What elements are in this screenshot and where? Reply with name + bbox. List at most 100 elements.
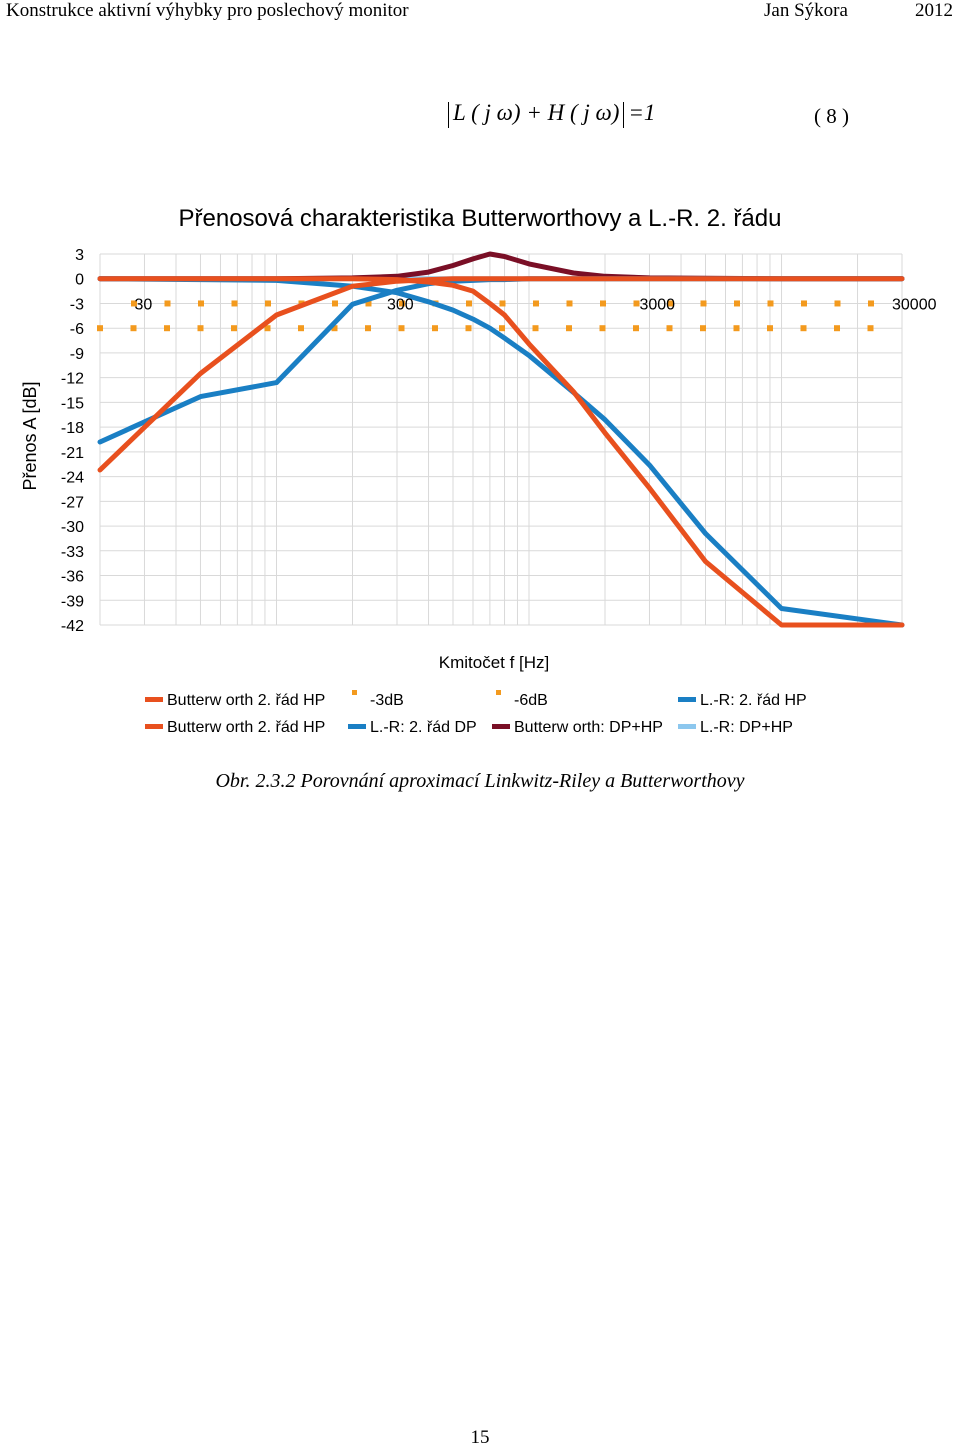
series-marker-3dB <box>198 300 204 307</box>
document-year: 2012 <box>915 0 953 21</box>
document-author: Jan Sýkora <box>764 0 848 21</box>
series-marker-6dB <box>231 325 237 332</box>
y-tick-label: -36 <box>61 569 84 586</box>
equation-lhs: L ( j ω) + H ( j ω) <box>453 100 620 125</box>
legend-swatch <box>678 724 696 729</box>
equation: L ( j ω) + H ( j ω) =1 <box>444 100 655 128</box>
frequency-response-chart: Přenosová charakteristika Butterworthovy… <box>20 205 937 736</box>
series-marker-6dB <box>767 325 773 332</box>
chart-legend: Butterw orth 2. řád HP -3dB -6dB L.-R: 2. ř… <box>145 690 807 736</box>
series-line-4 <box>97 276 905 628</box>
y-tick-label: -42 <box>61 618 84 635</box>
legend-label: L.-R: 2. řád HP <box>700 692 807 709</box>
series-marker-3dB <box>633 300 640 307</box>
legend-swatch <box>496 690 501 695</box>
series-marker-3dB <box>801 300 807 307</box>
y-tick-label: -24 <box>61 470 84 487</box>
series-marker-3dB <box>667 300 673 307</box>
series-marker-3dB <box>566 300 573 307</box>
legend-swatch <box>678 697 696 702</box>
series-marker-6dB <box>700 325 706 332</box>
y-tick-label: -21 <box>61 445 84 462</box>
series-line-5 <box>97 276 905 628</box>
series-marker-6dB <box>834 325 840 332</box>
series-marker-3dB <box>499 300 506 307</box>
y-tick-label: 0 <box>75 272 84 289</box>
series-marker-6dB <box>532 325 539 332</box>
legend-label: Butterw orth 2. řád HP <box>167 692 325 709</box>
y-tick-label: -6 <box>70 321 84 338</box>
document-title: Konstrukce aktivní výhybky pro poslechov… <box>6 0 409 21</box>
series-marker-3dB <box>767 300 774 307</box>
y-tick-label: -33 <box>61 544 84 561</box>
equation-rhs: =1 <box>628 100 656 125</box>
equation-number: ( 8 ) <box>814 104 849 128</box>
series-marker-6dB <box>566 325 572 332</box>
series-marker-3dB <box>231 300 238 307</box>
x-tick-labels: 30 300 3000 30000 <box>134 296 936 313</box>
series-marker-3dB <box>734 300 740 307</box>
y-tick-label: -12 <box>61 371 84 388</box>
chart-title: Přenosová charakteristika Butterworthovy… <box>179 205 782 232</box>
page-header: Konstrukce aktivní výhybky pro poslechov… <box>0 0 960 24</box>
series-marker-3dB <box>533 300 539 307</box>
series-marker-3dB <box>466 300 472 307</box>
y-tick-label: -18 <box>61 420 84 437</box>
series-marker-3dB <box>600 300 606 307</box>
y-tick-labels: 3 0 -3 -6 -9 -12 -15 -18 -21 -24 -27 -30 -33 -36 -39 -4… <box>61 247 84 635</box>
series-marker-6dB <box>331 325 338 332</box>
x-tick-label: 300 <box>387 296 414 313</box>
legend-label: -6dB <box>514 692 548 709</box>
series-marker-6dB <box>264 325 271 332</box>
legend-swatch <box>492 724 510 729</box>
x-tick-label: 30 <box>134 296 152 313</box>
series-marker-6dB <box>432 325 438 332</box>
y-tick-label: -27 <box>61 494 84 511</box>
series-marker-6dB <box>733 325 740 332</box>
y-tick-label: -39 <box>61 593 84 610</box>
series-marker-6dB <box>130 325 137 332</box>
legend-swatch <box>145 697 163 702</box>
series-marker-3dB <box>332 300 338 307</box>
series-marker-3dB <box>131 300 137 307</box>
series-marker-3dB <box>868 300 874 307</box>
series-marker-6dB <box>298 325 304 332</box>
legend-label: -3dB <box>370 692 404 709</box>
y-tick-label: 3 <box>75 247 84 264</box>
page-number: 15 <box>470 1427 490 1448</box>
series-marker-3dB <box>700 300 707 307</box>
x-tick-label: 3000 <box>639 296 675 313</box>
series-marker-3dB <box>834 300 841 307</box>
series-marker-6dB <box>633 325 639 332</box>
legend-swatch <box>352 690 357 695</box>
series-marker-6dB <box>398 325 405 332</box>
series-marker-6dB <box>499 325 505 332</box>
series-marker-6dB <box>599 325 606 332</box>
series-marker-3dB <box>164 300 171 307</box>
series-marker-6dB <box>164 325 170 332</box>
figure-caption: Obr. 2.3.2 Porovnání aproximací Linkwitz… <box>215 770 745 792</box>
legend-label: Butterw orth: DP+HP <box>514 719 663 736</box>
series-marker-3dB <box>365 300 372 307</box>
y-tick-label: -3 <box>70 296 84 313</box>
series-marker-6dB <box>197 325 204 332</box>
x-tick-label: 30000 <box>892 296 937 313</box>
y-tick-label: -9 <box>70 346 84 363</box>
y-tick-label: -15 <box>61 395 84 412</box>
abs-bar-left <box>448 101 449 128</box>
series-marker-6dB <box>97 325 103 332</box>
series-marker-3dB <box>265 300 271 307</box>
x-axis-label: Kmitočet f [Hz] <box>439 653 550 672</box>
series-line-0 <box>97 276 905 473</box>
chart-series <box>97 251 905 628</box>
series-marker-6dB <box>867 325 874 332</box>
y-axis-label: Přenos A [dB] <box>20 381 40 490</box>
legend-swatch <box>145 724 163 729</box>
series-marker-3dB <box>399 300 405 307</box>
abs-bar-right <box>623 101 625 128</box>
legend-swatch <box>348 724 366 729</box>
series-marker-6dB <box>465 325 472 332</box>
legend-label: L.-R: 2. řád DP <box>370 719 477 736</box>
series-marker-6dB <box>800 325 807 332</box>
legend-label: L.-R: DP+HP <box>700 719 793 736</box>
